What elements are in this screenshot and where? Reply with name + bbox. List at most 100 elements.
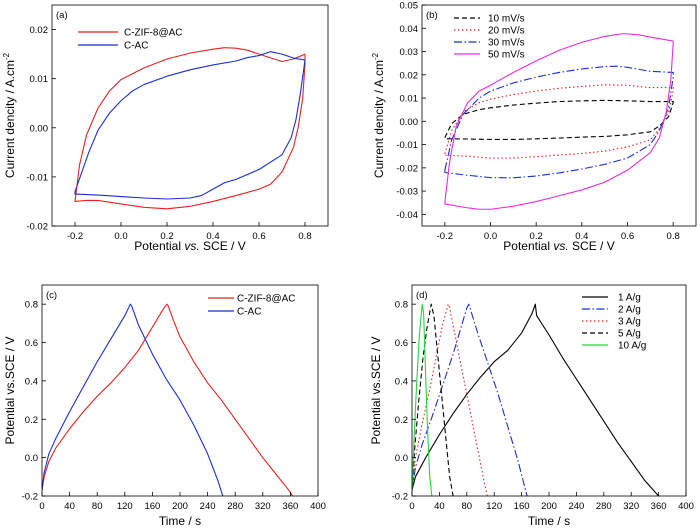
series-line-1 — [74, 51, 306, 200]
plot-frame — [41, 284, 319, 497]
series-line-1 — [412, 303, 528, 496]
x-tick-label: 0.2 — [160, 231, 173, 242]
y-tick-label: 0.8 — [25, 300, 38, 311]
x-tick-label: 0.0 — [484, 231, 497, 242]
series-line-3 — [444, 33, 674, 210]
chart-panel-0: -0.2 0.0 0.2 0.4 0.6 0.8 -0.02 -0.01 0.00 0.01 0.0… — [2, 4, 329, 253]
x-tick-label: 320 — [255, 501, 271, 512]
x-tick-label: 0 — [39, 501, 44, 512]
y-tick-label: 0.03 — [400, 47, 419, 58]
x-tick-label: 40 — [434, 501, 445, 512]
x-tick-label: 240 — [568, 501, 584, 512]
legend-label: 5 A/g — [618, 329, 641, 340]
legend-label: C-AC — [124, 41, 148, 52]
y-tick-label: 0.02 — [30, 25, 49, 36]
series-line-1 — [42, 303, 224, 496]
y-tick-label: -0.01 — [396, 140, 418, 151]
y-tick-label: 0.4 — [25, 376, 38, 387]
y-tick-label: 0.6 — [25, 338, 38, 349]
series-line-0 — [412, 303, 660, 496]
x-tick-label: 40 — [64, 501, 75, 512]
x-tick-label: 0.6 — [252, 231, 265, 242]
x-tick-label: 120 — [486, 501, 502, 512]
y-tick-label: -0.01 — [26, 172, 48, 183]
y-tick-label: 0.05 — [400, 1, 419, 12]
series-line-1 — [444, 84, 674, 159]
panel-label: (b) — [426, 10, 438, 21]
x-tick-label: 280 — [596, 501, 612, 512]
y-tick-label: -0.04 — [396, 210, 418, 221]
y-tick-label: 0.6 — [395, 338, 408, 349]
legend-label: 3 A/g — [618, 317, 641, 328]
y-tick-label: 0.0 — [25, 453, 38, 464]
x-tick-label: 320 — [623, 501, 639, 512]
panel-label: (d) — [416, 290, 428, 301]
legend-label: C-ZIF-8@AC — [124, 28, 182, 39]
plot-frame — [421, 4, 697, 227]
x-tick-label: -0.2 — [67, 231, 83, 242]
y-axis-label: Potential vs.SCE / V — [3, 336, 17, 444]
plot-frame — [411, 284, 687, 497]
x-tick-label: 400 — [310, 501, 326, 512]
y-tick-label: 0.2 — [25, 415, 38, 426]
y-tick-label: 0.01 — [30, 74, 49, 85]
y-tick-label: 0.00 — [30, 123, 49, 134]
x-tick-label: 360 — [651, 501, 667, 512]
y-tick-label: -0.03 — [396, 187, 418, 198]
x-tick-label: 400 — [678, 501, 694, 512]
x-tick-label: 160 — [514, 501, 530, 512]
series-line-4 — [412, 303, 433, 496]
x-tick-label: 0.4 — [575, 231, 588, 242]
chart-panel-2: 0 40 80 120 160 200 240 280 320 360 400 -0.2 0.0 0.2 0… — [3, 284, 326, 528]
legend-label: 10 A/g — [618, 341, 646, 352]
x-axis-label: Time / s — [159, 514, 201, 528]
x-axis-label: Potential vs. SCE / V — [134, 239, 245, 253]
x-tick-label: 200 — [541, 501, 557, 512]
series-line-2 — [444, 65, 674, 179]
y-axis-label: Current dencity / A.cm-2 — [2, 52, 17, 178]
plot-frame — [51, 4, 329, 227]
legend-label: C-AC — [237, 307, 261, 318]
legend-label: 20 mV/s — [488, 26, 525, 37]
y-tick-label: 0.01 — [400, 94, 419, 105]
x-tick-label: 360 — [282, 501, 298, 512]
x-tick-label: 0.0 — [114, 231, 127, 242]
legend-label: 30 mV/s — [488, 38, 525, 49]
y-axis-label: Potential vs.SCE / V — [369, 336, 383, 444]
chart-panel-3: 0 40 80 120 160 200 240 280 320 360 400 -0.2 0.0 0.2 0… — [369, 284, 694, 528]
y-tick-label: 0.2 — [395, 415, 408, 426]
plot-area — [42, 303, 293, 496]
series-line-0 — [444, 99, 674, 141]
series-line-0 — [74, 47, 306, 210]
y-axis-label: Current dencity / A.cm-2 — [371, 52, 386, 178]
x-tick-label: 280 — [227, 501, 243, 512]
y-tick-label: 0.00 — [400, 117, 419, 128]
legend-label: 1 A/g — [618, 293, 641, 304]
x-tick-label: 240 — [200, 501, 216, 512]
y-tick-label: -0.02 — [396, 163, 418, 174]
panel-label: (a) — [56, 10, 68, 21]
x-tick-label: 0.8 — [298, 231, 311, 242]
x-tick-label: 0.4 — [206, 231, 219, 242]
x-tick-label: 160 — [144, 501, 160, 512]
plot-area — [412, 303, 660, 496]
y-tick-label: 0.04 — [400, 24, 419, 35]
series-line-2 — [412, 303, 488, 496]
x-tick-label: 120 — [117, 501, 133, 512]
legend-label: 50 mV/s — [488, 50, 525, 61]
series-line-0 — [42, 303, 293, 496]
x-tick-label: 0.2 — [530, 231, 543, 242]
x-tick-label: 80 — [462, 501, 473, 512]
y-tick-label: -0.02 — [26, 222, 48, 233]
y-tick-label: 0.4 — [395, 376, 408, 387]
y-tick-label: -0.2 — [392, 492, 408, 503]
plot-area — [444, 33, 674, 210]
x-tick-label: 0.8 — [667, 231, 680, 242]
y-tick-label: -0.2 — [22, 492, 38, 503]
y-tick-label: 0.0 — [395, 453, 408, 464]
legend-label: 2 A/g — [618, 305, 641, 316]
y-tick-label: 0.8 — [395, 300, 408, 311]
y-tick-label: 0.02 — [400, 70, 419, 81]
x-tick-label: 0 — [409, 501, 414, 512]
